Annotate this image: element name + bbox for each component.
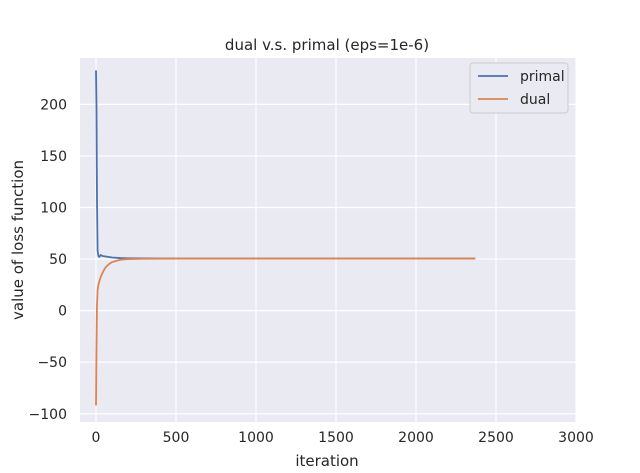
y-tick-label: 50	[49, 252, 67, 268]
y-tick-label: 100	[40, 201, 67, 217]
y-tick-label: 0	[58, 304, 67, 320]
y-tick-label: 150	[40, 149, 67, 165]
x-axis-ticks: 0 500 1000 1500 2000 2500 3000	[92, 430, 594, 446]
y-tick-label: −50	[37, 355, 67, 371]
y-tick-label: −100	[29, 407, 67, 423]
chart-title: dual v.s. primal (eps=1e-6)	[225, 36, 429, 54]
series-group	[95, 70, 476, 406]
x-tick-label: 2500	[478, 430, 514, 446]
x-tick-label: 2000	[398, 430, 434, 446]
series-line-dual	[95, 257, 476, 406]
x-tick-label: 1000	[238, 430, 274, 446]
plot-area	[80, 58, 576, 422]
y-axis-label: value of loss function	[9, 160, 27, 320]
x-tick-label: 0	[92, 430, 101, 446]
x-tick-label: 3000	[558, 430, 594, 446]
legend-dual-label: dual	[520, 92, 550, 108]
y-axis-ticks: −100 −50 0 50 100 150 200	[29, 97, 67, 422]
y-tick-label: 200	[40, 97, 67, 113]
legend-primal-label: primal	[520, 69, 565, 85]
x-tick-label: 1500	[318, 430, 354, 446]
legend: primal dual	[469, 62, 569, 114]
x-tick-label: 500	[163, 430, 190, 446]
x-axis-label: iteration	[295, 452, 358, 470]
